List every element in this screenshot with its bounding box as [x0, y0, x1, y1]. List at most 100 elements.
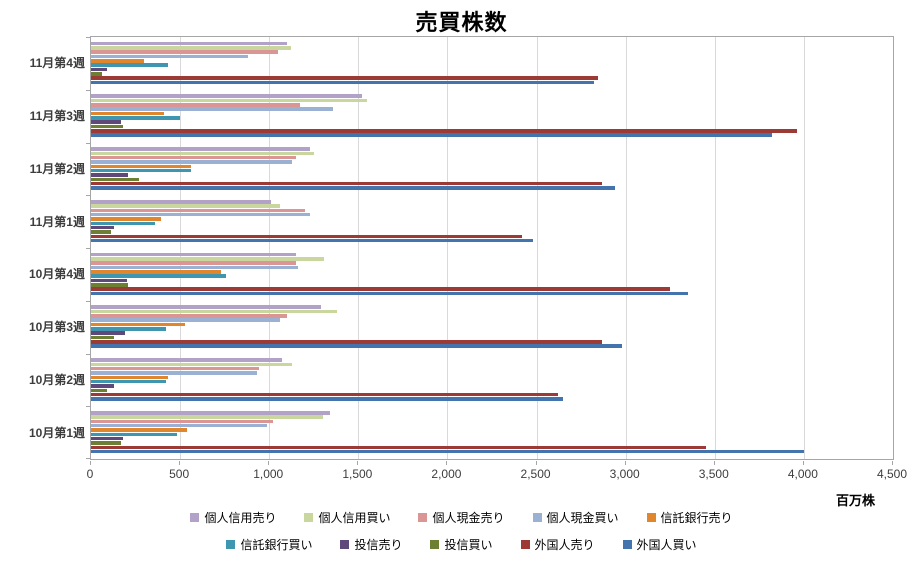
- bar-kojin-genkin-kai: [91, 423, 268, 428]
- y-axis-tick-mark: [86, 89, 91, 91]
- gridline: [714, 37, 716, 459]
- bar-kojin-shinyo-uri: [91, 147, 311, 151]
- x-tick-mark: [446, 461, 448, 465]
- bar-shintaku-ginko-uri: [91, 322, 186, 327]
- legend-swatch-kojin-genkin-uri: [418, 513, 428, 522]
- y-axis-category-label: 11月第4週: [29, 56, 85, 71]
- y-axis-tick-mark: [86, 195, 91, 197]
- bar-gaikokujin-kai: [91, 397, 564, 401]
- bar-kojin-genkin-kai: [91, 318, 280, 322]
- y-axis-category-label: 10月第1週: [28, 425, 85, 440]
- bar-kojin-shinyo-kai: [91, 98, 368, 103]
- x-tick-mark: [624, 461, 626, 465]
- x-tick-label: 3,500: [698, 467, 729, 481]
- x-axis-unit-label: 百万株: [835, 493, 875, 508]
- x-tick-mark: [179, 461, 181, 465]
- bar-gaikokujin-uri: [91, 340, 603, 344]
- x-tick-label: 2,000: [431, 467, 462, 481]
- y-axis-tick-mark: [86, 142, 91, 144]
- bar-toshin-kai: [91, 335, 115, 340]
- legend-swatch-toshin-uri: [340, 540, 350, 549]
- legend-item-kojin-genkin-uri: 個人現金売り: [418, 509, 505, 526]
- bar-toshin-kai: [91, 441, 122, 445]
- x-tick-mark: [892, 461, 893, 465]
- legend-label: 個人現金売り: [432, 511, 505, 525]
- x-tick-label: 0: [86, 467, 94, 481]
- bar-gaikokujin-uri: [91, 181, 603, 186]
- legend-label: 外国人買い: [636, 538, 697, 552]
- bar-gaikokujin-uri: [91, 287, 671, 291]
- bar-kojin-genkin-kai: [91, 212, 311, 217]
- bar-shintaku-ginko-kai: [91, 432, 177, 437]
- y-axis-tick-mark: [86, 37, 91, 38]
- legend-item-kojin-shinyo-uri: 個人信用売り: [190, 509, 276, 526]
- bar-shintaku-ginko-uri: [91, 217, 161, 221]
- legend-item-shintaku-ginko-uri: 信託銀行売り: [646, 509, 733, 526]
- legend-label: 信託銀行買い: [240, 538, 313, 552]
- x-tick-label: 3,000: [609, 467, 640, 481]
- y-axis-category-label: 11月第2週: [29, 161, 85, 176]
- bar-kojin-genkin-kai: [91, 107, 334, 111]
- bar-gaikokujin-uri: [91, 445, 706, 450]
- legend-swatch-kojin-shinyo-kai: [304, 513, 314, 522]
- bar-gaikokujin-uri: [91, 234, 523, 239]
- plot-area: [86, 36, 894, 460]
- bar-kojin-shinyo-uri: [91, 94, 362, 98]
- bar-shintaku-ginko-kai: [91, 221, 156, 226]
- bar-kojin-shinyo-kai: [91, 151, 314, 156]
- legend-row: 信託銀行買い 投信売り 投信買い 外国人売り 外国人買い: [226, 536, 697, 553]
- gridline: [269, 37, 271, 459]
- bar-kojin-genkin-uri: [91, 314, 288, 318]
- bar-toshin-kai: [91, 177, 140, 182]
- bar-toshin-uri: [91, 331, 125, 335]
- x-tick-label: 1,500: [342, 467, 373, 481]
- y-axis-category-label: 11月第3週: [29, 109, 85, 124]
- x-tick-label: 2,500: [520, 467, 551, 481]
- legend-swatch-shintaku-ginko-uri: [646, 513, 656, 522]
- bar-kojin-shinyo-uri: [91, 358, 282, 362]
- gridline: [536, 37, 538, 459]
- bar-kojin-shinyo-uri: [91, 252, 296, 257]
- bar-shintaku-ginko-kai: [91, 327, 166, 331]
- bar-toshin-kai: [91, 230, 111, 234]
- legend: 個人信用売り 個人信用買い 個人現金売り 個人現金買い 信託銀行売り 信託銀行買い 投信売り…: [0, 509, 923, 553]
- legend-swatch-toshin-kai: [430, 540, 440, 549]
- legend-label: 投信売り: [354, 538, 403, 552]
- legend-item-toshin-kai: 投信買い: [430, 536, 493, 553]
- bar-shintaku-ginko-uri: [91, 375, 168, 380]
- bar-kojin-shinyo-kai: [91, 46, 291, 50]
- bar-kojin-shinyo-kai: [91, 257, 325, 261]
- bar-kojin-genkin-uri: [91, 261, 296, 265]
- bar-gaikokujin-kai: [91, 80, 594, 85]
- gridline: [358, 37, 360, 459]
- y-axis-tick-mark: [86, 458, 91, 459]
- bar-kojin-genkin-uri: [91, 103, 300, 107]
- legend-label: 信託銀行売り: [660, 511, 733, 525]
- legend-label: 個人信用売り: [204, 511, 277, 525]
- bar-gaikokujin-kai: [91, 133, 772, 137]
- bar-kojin-shinyo-kai: [91, 415, 323, 419]
- x-tick-mark: [268, 461, 270, 465]
- x-tick-mark: [90, 461, 91, 465]
- bar-shintaku-ginko-uri: [91, 59, 145, 63]
- legend-item-gaikokujin-kai: 外国人買い: [622, 536, 697, 553]
- bar-shintaku-ginko-kai: [91, 379, 166, 384]
- bar-kojin-shinyo-uri: [91, 199, 271, 204]
- bar-kojin-shinyo-kai: [91, 309, 337, 314]
- legend-item-kojin-shinyo-kai: 個人信用買い: [304, 509, 390, 526]
- legend-item-toshin-uri: 投信売り: [340, 536, 402, 553]
- bar-toshin-uri: [91, 384, 115, 388]
- bar-shintaku-ginko-uri: [91, 428, 188, 432]
- y-axis-category-label: 11月第1週: [29, 214, 85, 229]
- bar-kojin-genkin-kai: [91, 371, 257, 375]
- y-axis-category-label: 10月第2週: [28, 372, 85, 387]
- bar-toshin-uri: [91, 173, 129, 177]
- bar-gaikokujin-uri: [91, 392, 558, 397]
- bar-toshin-kai: [91, 388, 108, 393]
- bar-kojin-genkin-uri: [91, 419, 273, 424]
- chart-title: 売買株数: [415, 10, 508, 35]
- y-axis-category-label: 10月第3週: [28, 320, 85, 335]
- gridline: [625, 37, 627, 459]
- legend-item-gaikokujin-uri: 外国人売り: [520, 536, 595, 553]
